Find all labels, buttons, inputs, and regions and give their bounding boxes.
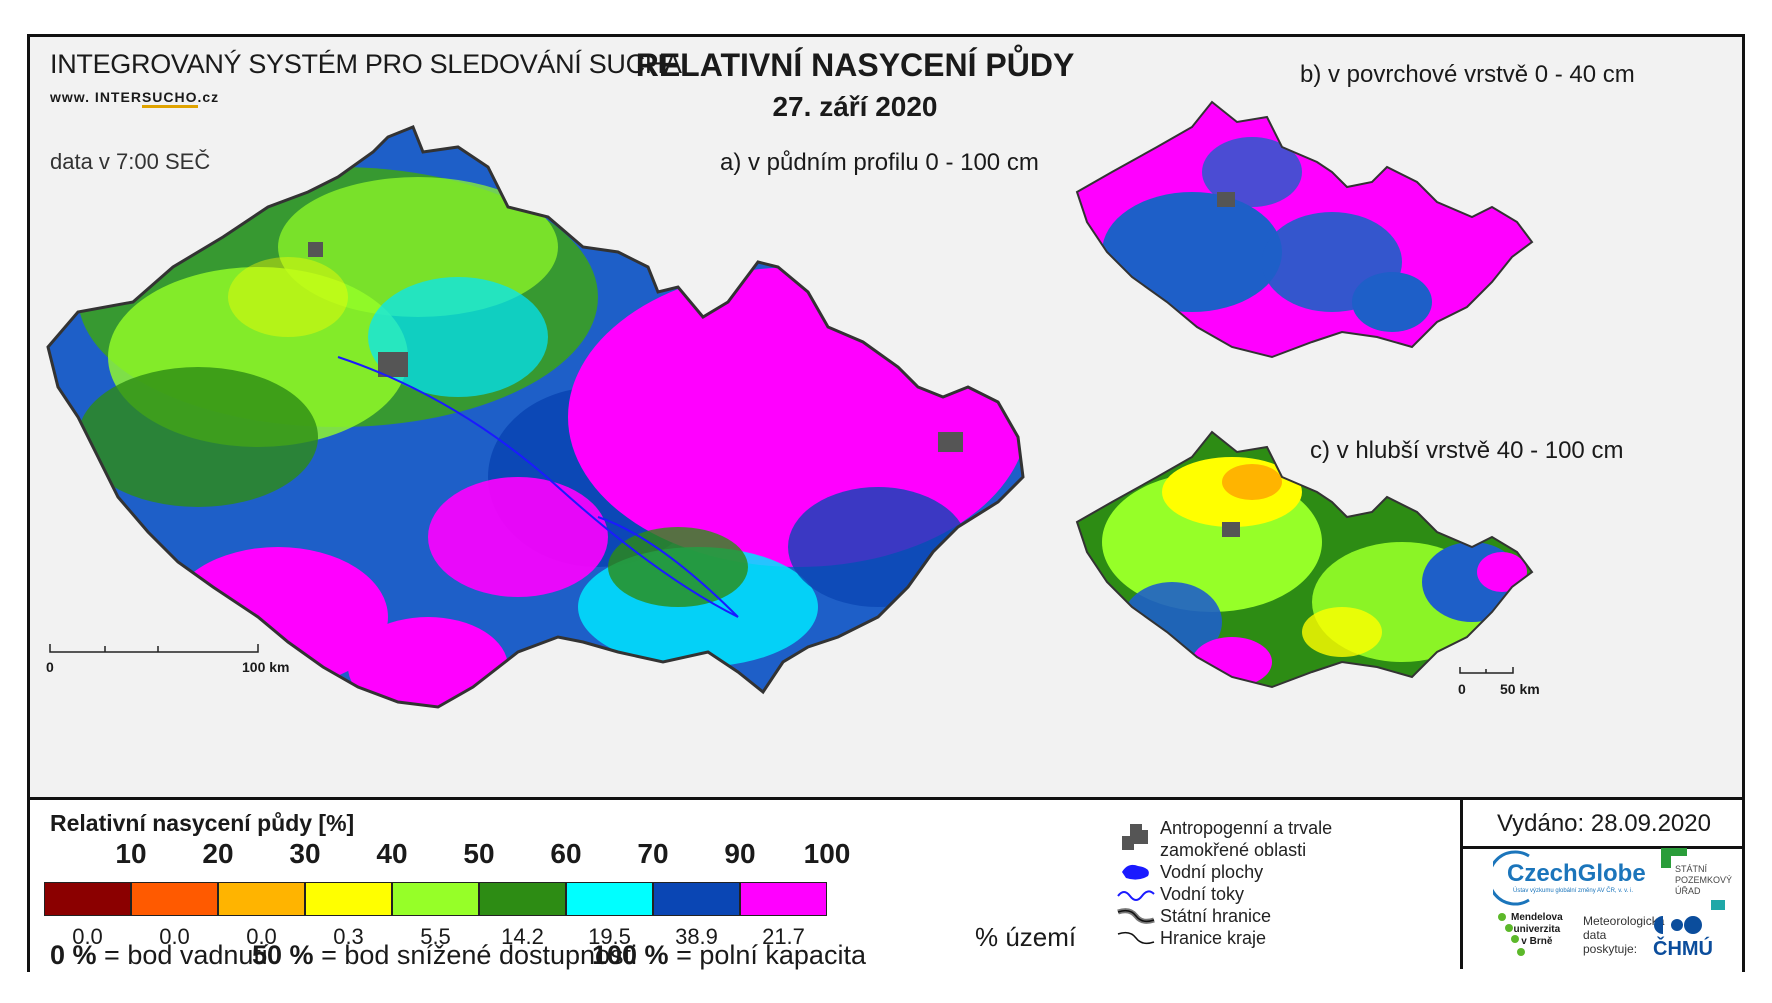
sym-state-border: Státní hranice [1160, 906, 1272, 926]
scale-bar-main [49, 644, 259, 653]
legend-pct-3: 0.3 [333, 924, 364, 949]
map-c [1075, 430, 1534, 689]
legend-pct-0: 0.0 [72, 924, 103, 949]
chmu-logo-icon [1654, 916, 1702, 934]
czechglobe-subtitle: Ústav výzkumu globální změny AV ČR, v. v… [1513, 888, 1634, 894]
legend-class-8 [740, 882, 827, 916]
legend-class-0 [44, 882, 131, 916]
website-url[interactable]: www. INTERSUCHO.cz [50, 89, 220, 108]
scale-main-end: 100 km [242, 659, 290, 675]
issue-box: Vydáno: 28.09.2020 CzechGlobe Ústav výzk… [1460, 800, 1745, 969]
legend-pct-5: 14.2 [501, 924, 544, 949]
legend-class-4 [392, 882, 479, 916]
legend-tick-0: 10 [115, 838, 147, 869]
legend-class-2 [218, 882, 305, 916]
scale-small-end: 50 km [1500, 681, 1540, 697]
def-100: 100 % = polní kapacita [592, 940, 866, 970]
url-prefix: www. INTER [50, 89, 142, 105]
legend-tick-8: 100 [803, 838, 851, 869]
spu-accent-icon [1711, 900, 1725, 910]
sym-anthropogenic-1: Antropogenní a trvale [1160, 818, 1333, 838]
def-50: 50 % = bod snížené dostupnosti [252, 940, 638, 970]
legend-tick-6: 70 [637, 838, 669, 869]
legend-pct-6: 19.5 [588, 924, 631, 949]
sym-region-border: Hranice kraje [1160, 928, 1267, 948]
region-border-icon [1117, 931, 1155, 945]
legend-tick-4: 50 [463, 838, 495, 869]
water-body-icon [1122, 864, 1149, 880]
legend-pct-7: 38.9 [675, 924, 718, 949]
mendel-logo: Mendelova univerzita v Brně [1511, 912, 1563, 947]
legend-class-3 [305, 882, 392, 916]
scale-bar-small [1459, 667, 1514, 674]
czechglobe-logo-icon [1493, 850, 1530, 906]
scale-main-start: 0 [46, 659, 54, 675]
legend-tick-7: 90 [724, 838, 756, 869]
meteo-data-note: Meteorologická data poskytuje: [1583, 914, 1665, 956]
legend-area: Relativní nasycení půdy [%] % území 0 % … [30, 797, 1745, 972]
legend-pct-2: 0.0 [246, 924, 277, 949]
legend-class-5 [479, 882, 566, 916]
anthropogenic-icon [1122, 824, 1148, 850]
legend-tick-3: 40 [376, 838, 408, 869]
legend-class-1 [131, 882, 218, 916]
legend-pct-8: 21.7 [762, 924, 805, 949]
spu-logo-icon [1661, 848, 1687, 868]
mendel-logo-icon [1498, 913, 1525, 956]
sym-anthropogenic-2: zamokřené oblasti [1160, 840, 1307, 860]
legend-pct-4: 5.5 [420, 924, 451, 949]
chmu-logo: ČHMÚ [1653, 938, 1713, 960]
czechglobe-logo: CzechGlobe [1507, 860, 1646, 887]
spu-logo: STÁTNÍ POZEMKOVÝ ÚŘAD [1675, 864, 1733, 896]
url-highlight: SUCHO [141, 89, 198, 108]
def-0: 0 % = bod vadnutí [50, 940, 269, 970]
scale-small-start: 0 [1458, 681, 1466, 697]
state-border-icon [1117, 908, 1155, 924]
url-suffix: .cz [197, 89, 220, 105]
legend-pct-1: 0.0 [159, 924, 190, 949]
legend-class-6 [566, 882, 653, 916]
main-map-a [46, 125, 1025, 709]
panel-a-label: a) v půdním profilu 0 - 100 cm [720, 149, 1039, 176]
map-title: RELATIVNÍ NASYCENÍ PŮDY [635, 47, 1075, 83]
map-date: 27. září 2020 [772, 91, 938, 122]
system-title: INTEGROVANÝ SYSTÉM PRO SLEDOVÁNÍ SUCHA [50, 49, 682, 79]
stream-icon [1117, 890, 1155, 901]
sym-water-bodies: Vodní plochy [1160, 862, 1264, 882]
map-frame: INTEGROVANÝ SYSTÉM PRO SLEDOVÁNÍ SUCHA w… [27, 34, 1745, 972]
panel-c-label: c) v hlubší vrstvě 40 - 100 cm [1310, 437, 1624, 464]
sym-streams: Vodní toky [1160, 884, 1245, 904]
legend-class-7 [653, 882, 740, 916]
legend-tick-1: 20 [202, 838, 234, 869]
pct-unit: % území [975, 922, 1077, 952]
panel-b-label: b) v povrchové vrstvě 0 - 40 cm [1300, 61, 1635, 88]
data-time-note: data v 7:00 SEČ [50, 149, 211, 174]
map-b [1075, 100, 1534, 359]
issued-date: Vydáno: 28.09.2020 [1463, 810, 1745, 849]
legend-tick-5: 60 [550, 838, 582, 869]
legend-title: Relativní nasycení půdy [%] [50, 810, 355, 836]
legend-tick-2: 30 [289, 838, 321, 869]
